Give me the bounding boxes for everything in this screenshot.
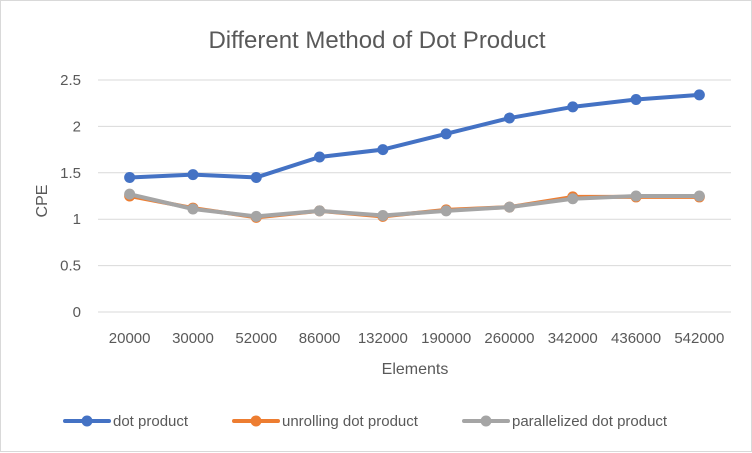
data-point (630, 93, 642, 105)
legend-label: parallelized dot product (512, 413, 668, 430)
x-tick-label: 30000 (172, 330, 214, 347)
x-tick-label: 52000 (235, 330, 277, 347)
data-point (567, 193, 579, 205)
y-tick-label: 2 (73, 118, 81, 135)
data-point (124, 171, 136, 183)
data-point (377, 209, 389, 221)
data-point (250, 210, 262, 222)
x-axis-label: Elements (382, 361, 449, 378)
legend-item: unrolling dot product (232, 413, 419, 430)
data-point (693, 89, 705, 101)
y-axis-ticks: 0 0.5 1 1.5 2 2.5 (60, 72, 81, 321)
data-point (630, 190, 642, 202)
series-line (127, 92, 702, 180)
data-point (567, 101, 579, 113)
legend-marker (81, 415, 93, 427)
legend-label: dot product (113, 413, 189, 430)
y-tick-label: 0 (73, 304, 81, 321)
chart-title: Different Method of Dot Product (208, 27, 545, 54)
x-tick-label: 436000 (611, 330, 661, 347)
data-point (440, 205, 452, 217)
legend-item: dot product (63, 413, 189, 430)
y-tick-label: 0.5 (60, 258, 81, 275)
y-tick-label: 1.5 (60, 165, 81, 182)
data-point (314, 151, 326, 163)
legend-item: parallelized dot product (462, 413, 668, 430)
legend: dot product unrolling dot product parallel… (63, 413, 668, 430)
x-tick-label: 542000 (674, 330, 724, 347)
x-tick-label: 260000 (484, 330, 534, 347)
data-point (693, 190, 705, 202)
data-point (440, 128, 452, 140)
x-tick-label: 20000 (109, 330, 151, 347)
legend-label: unrolling dot product (282, 413, 419, 430)
data-point (250, 171, 262, 183)
series-1 (124, 89, 705, 183)
gridlines (98, 79, 731, 313)
data-point (124, 188, 136, 200)
x-tick-label: 190000 (421, 330, 471, 347)
series-lines (124, 89, 705, 223)
y-tick-label: 2.5 (60, 72, 81, 89)
legend-marker (480, 415, 492, 427)
data-point (503, 201, 515, 213)
data-point (187, 203, 199, 215)
series-3 (124, 188, 705, 222)
x-tick-label: 86000 (299, 330, 341, 347)
legend-marker (250, 415, 262, 427)
data-point (187, 169, 199, 181)
x-tick-label: 342000 (548, 330, 598, 347)
y-tick-label: 1 (73, 211, 81, 228)
y-axis-label: CPE (34, 185, 51, 218)
data-point (314, 205, 326, 217)
data-point (503, 112, 515, 124)
x-tick-label: 132000 (358, 330, 408, 347)
data-point (377, 144, 389, 156)
series-line (127, 192, 702, 219)
x-axis-ticks: 20000 30000 52000 86000 132000 190000 260000 34… (109, 330, 725, 347)
